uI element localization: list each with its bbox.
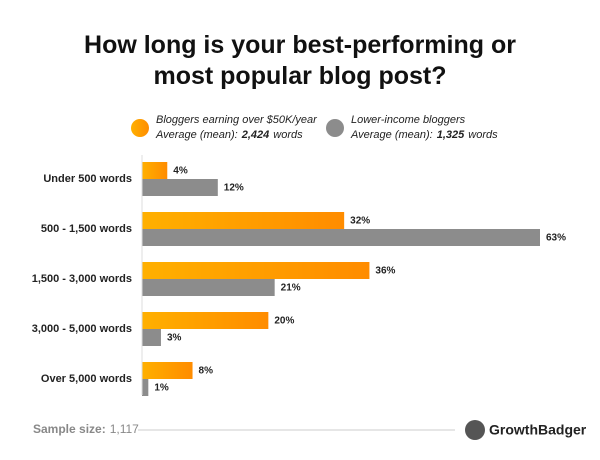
value-label: 3% — [167, 333, 182, 344]
value-label: 12% — [224, 183, 244, 194]
legend-marker — [131, 119, 149, 137]
legend-average: Average (mean): 1,325 words — [350, 129, 498, 141]
bar — [142, 262, 370, 279]
bar — [142, 312, 269, 329]
value-label: 20% — [274, 316, 294, 327]
bar — [142, 179, 218, 196]
value-label: 1% — [154, 383, 169, 394]
bar — [142, 379, 149, 396]
category-label: 3,000 - 5,000 words — [32, 323, 132, 335]
bar — [142, 212, 345, 229]
average-label: Average (mean): — [350, 129, 433, 141]
value-label: 63% — [546, 233, 566, 244]
value-label: 21% — [281, 283, 301, 294]
sample-value: 1,117 — [110, 422, 139, 436]
bar — [142, 279, 275, 296]
sample-label: Sample size: — [33, 422, 106, 436]
average-value: 2,424 — [241, 129, 270, 141]
category-label: 1,500 - 3,000 words — [32, 273, 132, 285]
average-unit: words — [468, 129, 498, 141]
legend-marker — [326, 119, 344, 137]
average-value: 1,325 — [437, 129, 465, 141]
category-label: 500 - 1,500 words — [41, 223, 132, 235]
bar — [142, 329, 161, 346]
legend-average: Average (mean): 2,424 words — [155, 129, 303, 141]
legend-label: Bloggers earning over $50K/year — [156, 114, 318, 126]
sample-size: Sample size: 1,117 — [33, 422, 139, 436]
category-label: Under 500 words — [43, 173, 132, 185]
value-label: 32% — [350, 216, 370, 227]
brand-icon — [465, 420, 485, 440]
brand: GrowthBadger — [489, 422, 587, 438]
legend-label: Lower-income bloggers — [351, 114, 466, 126]
value-label: 4% — [173, 166, 188, 177]
average-unit: words — [273, 129, 303, 141]
value-label: 8% — [199, 366, 214, 377]
category-label: Over 5,000 words — [41, 373, 132, 385]
chart-title: How long is your best-performing or most… — [84, 31, 516, 90]
bar — [142, 229, 540, 246]
bar — [142, 362, 193, 379]
value-label: 36% — [375, 266, 395, 277]
bar — [142, 162, 168, 179]
average-label: Average (mean): — [155, 129, 238, 141]
